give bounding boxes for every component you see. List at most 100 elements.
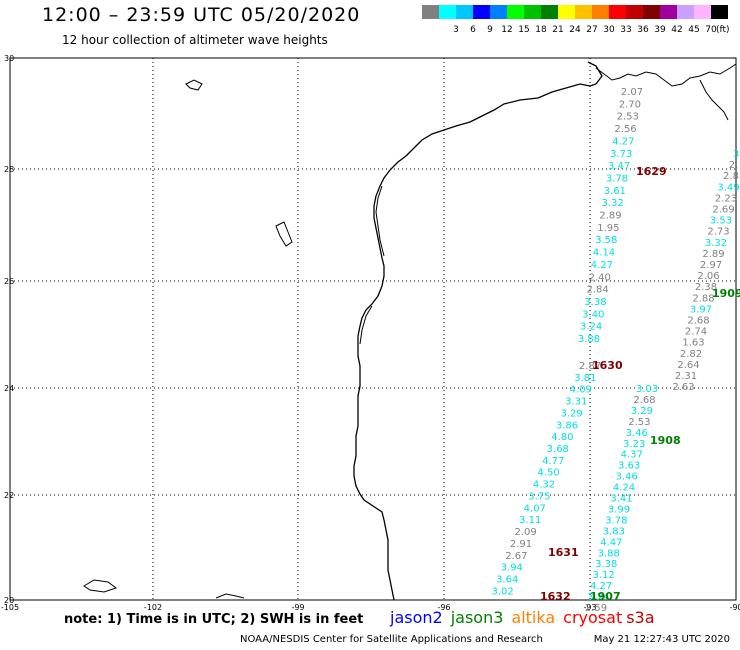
pass-time-label: 1907 [590, 590, 621, 603]
legend-label: 36 [637, 25, 649, 35]
altimeter-tracks: 2.072.702.532.564.273.733.473.783.613.32… [491, 87, 740, 612]
lake-outline [215, 593, 245, 599]
barrier-island [375, 185, 385, 257]
wave-height-value: 4.24 [613, 483, 635, 494]
wave-height-value: 3.11 [519, 515, 541, 526]
wave-height-value: 2.91 [510, 539, 532, 550]
wave-height-value: 3.97 [690, 304, 712, 315]
legend-swatch [541, 5, 558, 19]
wave-height-value: 3.47 [608, 161, 630, 172]
wave-height-value: 4.27 [612, 136, 634, 147]
wave-height-value: 2.70 [619, 99, 641, 110]
legend-label: 15 [518, 25, 529, 35]
pass-time-label: 1908 [650, 434, 681, 447]
wave-height-value: 3.24 [580, 322, 602, 333]
wave-height-value: 3.86 [556, 420, 578, 431]
wave-height-value: 2.89 [599, 211, 621, 222]
legend-swatch [609, 5, 626, 19]
legend-swatch [626, 5, 643, 19]
wave-height-value: 2.68 [687, 316, 709, 327]
wave-height-value: 4.27 [591, 260, 613, 271]
longitude-label: -90 [729, 603, 740, 612]
wave-height-value: 2.07 [621, 87, 643, 98]
latitude-label: 26 [4, 277, 14, 286]
footer-timestamp: May 21 12:27:43 UTC 2020 [593, 634, 730, 645]
wave-height-value: 3.32 [602, 198, 624, 209]
wave-height-value: 2.31 [675, 371, 697, 382]
wave-height-value: 3.53 [710, 216, 732, 227]
lake-outline [275, 221, 293, 247]
lat-lon-grid: 30 28 26 24 22 20-105 -102 -99 -96 -93 -90 [1, 54, 740, 612]
legend-label: 21 [552, 25, 563, 35]
louisiana-coastline [595, 63, 737, 87]
footer: NOAA/NESDIS Center for Satellite Applica… [240, 634, 730, 645]
wave-height-value: 2.06 [697, 271, 719, 282]
wave-height-value: 2.69 [712, 205, 734, 216]
wave-height-value: 2.64 [677, 360, 699, 371]
legend-unit: (ft) [716, 25, 730, 35]
legend-label: 39 [654, 25, 666, 35]
delta-outline [699, 79, 729, 121]
wave-height-value: 3.49 [717, 182, 739, 193]
legend-label: 42 [671, 25, 682, 35]
wave-height-value: 4.07 [524, 503, 546, 514]
wave-height-value: 3.29 [560, 408, 582, 419]
satellite-legend: jason2 jason3 altika cryosat s3a [390, 608, 663, 627]
map-title: 12:00 – 23:59 UTC 05/20/2020 [42, 4, 361, 26]
wave-height-value: 2.09 [514, 527, 536, 538]
wave-height-value: 3.58 [595, 235, 617, 246]
wave-height-value: 3.24 [587, 592, 609, 603]
wave-height-value: 3.32 [705, 238, 727, 249]
longitude-label: -99 [291, 603, 304, 612]
legend-swatch [694, 5, 711, 19]
wave-height-value: 3.23 [623, 439, 645, 450]
wave-height-value: 3.02 [491, 586, 513, 597]
wave-height-value: 3.94 [501, 563, 523, 574]
wave-height-value: 3.99 [608, 504, 630, 515]
pass-time-label: 1629 [636, 165, 667, 178]
wave-height-value: 2.38 [695, 282, 717, 293]
legend-swatch [575, 5, 592, 19]
legend-label: 3 [453, 25, 459, 35]
wave-height-value: 3.78 [606, 173, 628, 184]
wave-height-value: 1.63 [682, 338, 704, 349]
gulf-coastline [353, 61, 603, 601]
barrier-island [359, 305, 373, 345]
wave-height-value: 3.46 [626, 428, 648, 439]
latitude-label: 28 [4, 165, 14, 174]
wave-height-value: 3.46 [615, 472, 637, 483]
wave-height-value: 3.75 [528, 491, 550, 502]
wave-height-value: 2.40 [589, 272, 611, 283]
legend-swatch [677, 5, 694, 19]
satellite-name: jason3 [450, 608, 504, 627]
wave-height-value: 4.09 [570, 385, 592, 396]
wave-height-value: 3.81 [574, 373, 596, 384]
wave-height-value: 3.88 [598, 548, 620, 559]
wave-height-value: 4.27 [590, 581, 612, 592]
wave-height-value: 2.82 [680, 349, 702, 360]
wave-height-value: 4.37 [621, 450, 643, 461]
wave-height-value: 3.78 [605, 515, 627, 526]
legend-label: 9 [487, 25, 493, 35]
wave-height-value: 2.56 [614, 124, 636, 135]
legend-swatch [592, 5, 609, 19]
map-subtitle: 12 hour collection of altimeter wave hei… [62, 33, 328, 47]
pass-time-label: 1909 [712, 287, 740, 300]
wave-height-value: 3.83 [603, 526, 625, 537]
wave-height-value: 2.68 [633, 395, 655, 406]
legend-swatch [473, 5, 490, 19]
wave-height-value: 3.88 [578, 334, 600, 345]
wave-height-value: 2.87 [579, 361, 601, 372]
longitude-label: -96 [437, 603, 450, 612]
wave-height-value: 3.73 [610, 149, 632, 160]
latitude-label: 30 [4, 54, 14, 63]
longitude-label: -93 [583, 603, 596, 612]
footer-credit: NOAA/NESDIS Center for Satellite Applica… [240, 634, 543, 645]
wave-height-value: 2.97 [700, 260, 722, 271]
wave-height-value: 3.40 [582, 309, 604, 320]
satellite-name: cryosat [563, 608, 623, 627]
legend-label: 12 [501, 25, 512, 35]
legend-swatch [456, 5, 473, 19]
wave-height-value: 2.8 [723, 171, 739, 182]
